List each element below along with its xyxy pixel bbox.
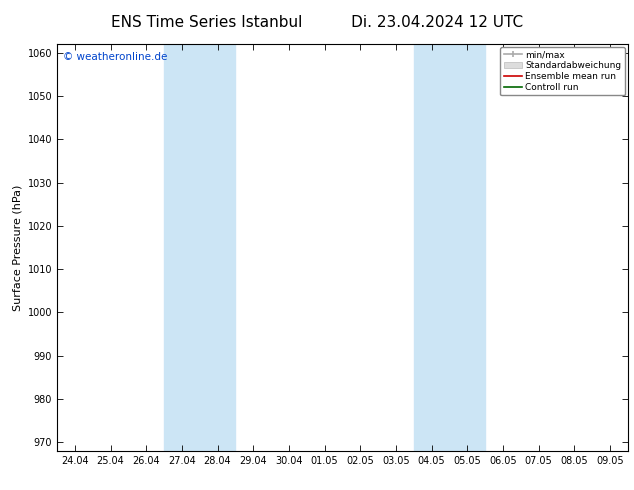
Bar: [164, 44, 235, 451]
Bar: [413, 44, 485, 451]
Text: © weatheronline.de: © weatheronline.de: [63, 52, 167, 62]
Legend: min/max, Standardabweichung, Ensemble mean run, Controll run: min/max, Standardabweichung, Ensemble me…: [500, 47, 625, 96]
Text: ENS Time Series Istanbul          Di. 23.04.2024 12 UTC: ENS Time Series Istanbul Di. 23.04.2024 …: [111, 15, 523, 30]
Y-axis label: Surface Pressure (hPa): Surface Pressure (hPa): [12, 184, 22, 311]
